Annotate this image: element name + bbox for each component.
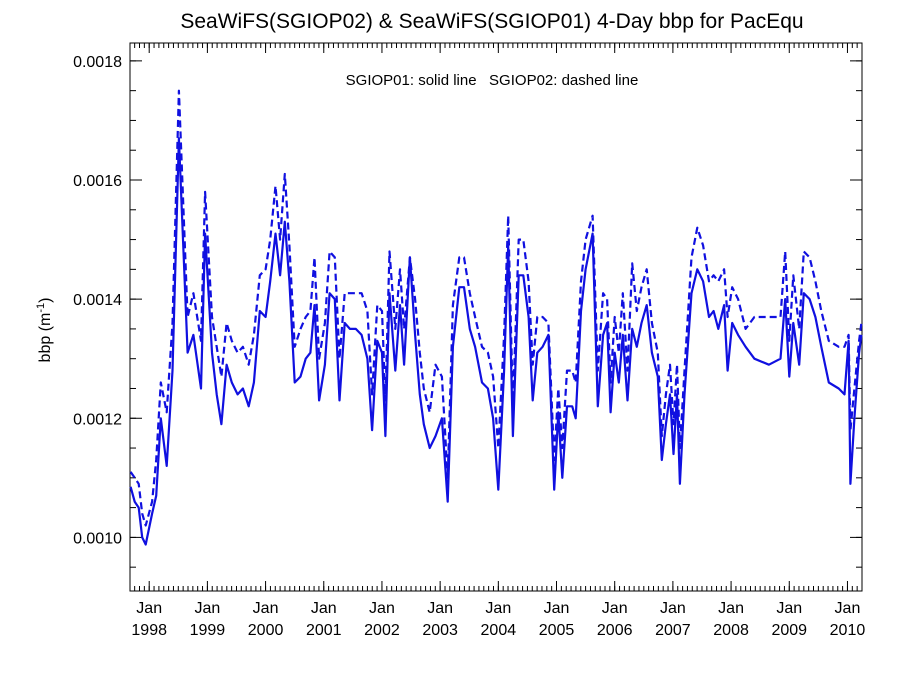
series-line-sgiop01-solid xyxy=(129,137,863,546)
y-tick-label: 0.0016 xyxy=(73,173,122,190)
y-axis-label-text: bbp (m xyxy=(37,313,54,363)
series-layer xyxy=(129,89,863,546)
x-tick-label-month: Jan xyxy=(660,600,686,617)
y-tick-label: 0.0018 xyxy=(73,54,122,71)
x-tick-label-year: 2000 xyxy=(248,622,284,639)
x-tick-label-year: 2010 xyxy=(830,622,866,639)
x-tick-label-month: Jan xyxy=(718,600,744,617)
x-tick-label-year: 2005 xyxy=(539,622,575,639)
x-tick-label-month: Jan xyxy=(136,600,162,617)
y-axis-label-close: ) xyxy=(37,298,54,303)
x-tick-label-year: 1998 xyxy=(131,622,167,639)
x-tick-label-month: Jan xyxy=(485,600,511,617)
legend-annotation: SGIOP01: solid line SGIOP02: dashed line xyxy=(346,72,639,89)
x-tick-label-month: Jan xyxy=(544,600,570,617)
x-tick-label-month: Jan xyxy=(602,600,628,617)
chart-title: SeaWiFS(SGIOP02) & SeaWiFS(SGIOP01) 4-Da… xyxy=(180,10,803,33)
x-tick-label-month: Jan xyxy=(776,600,802,617)
x-tick-label-year: 2007 xyxy=(655,622,691,639)
x-tick-label-month: Jan xyxy=(311,600,337,617)
x-tick-label-year: 2006 xyxy=(597,622,633,639)
x-tick-label-year: 2008 xyxy=(713,622,749,639)
y-axis-label: bbp (m-1) xyxy=(35,298,54,363)
x-tick-label-year: 2001 xyxy=(306,622,342,639)
y-tick-label: 0.0012 xyxy=(73,411,122,428)
x-tick-label-month: Jan xyxy=(253,600,279,617)
x-tick-label-year: 2009 xyxy=(771,622,807,639)
x-tick-label-year: 1999 xyxy=(190,622,226,639)
x-tick-label-month: Jan xyxy=(835,600,861,617)
x-tick-label-month: Jan xyxy=(194,600,220,617)
plot-frame xyxy=(129,42,863,592)
y-tick-label: 0.0014 xyxy=(73,292,122,309)
x-tick-label-month: Jan xyxy=(369,600,395,617)
x-axis: Jan 1998 Jan 1999 Jan 2000 Jan 2001 Jan 2002 Jan 20… xyxy=(131,43,865,639)
x-tick-label-year: 2004 xyxy=(481,622,517,639)
y-tick-label: 0.0010 xyxy=(73,530,122,547)
x-tick-label-year: 2003 xyxy=(422,622,458,639)
x-tick-label-month: Jan xyxy=(427,600,453,617)
plot-border xyxy=(129,42,863,592)
x-tick-label-year: 2002 xyxy=(364,622,400,639)
y-axis: 0.0010 0.0012 0.0014 0.0016 0.0018 xyxy=(73,54,862,568)
y-axis-label-superscript: -1 xyxy=(35,303,47,313)
